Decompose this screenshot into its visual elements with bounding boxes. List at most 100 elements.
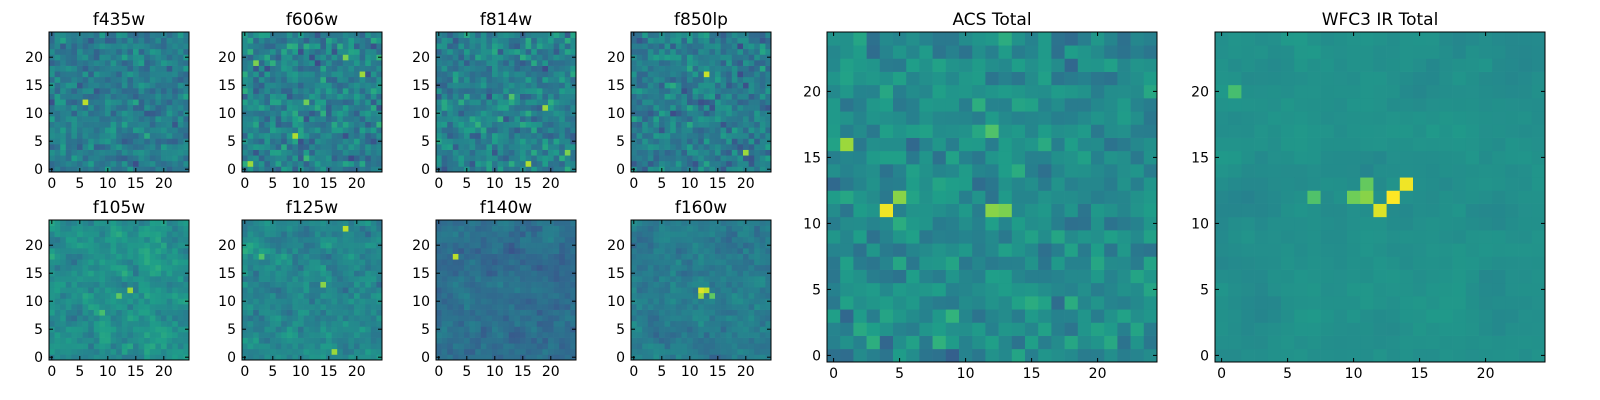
heatmap-cell <box>177 93 184 100</box>
heatmap-cell <box>298 276 304 282</box>
heatmap-cell <box>242 116 248 122</box>
heatmap-cell <box>376 253 383 260</box>
heatmap-cell <box>303 298 310 305</box>
heatmap-cell <box>264 76 271 83</box>
heatmap-cell <box>155 110 162 117</box>
heatmap-cell <box>564 138 571 145</box>
heatmap-cell <box>320 281 327 288</box>
heatmap-cell <box>314 138 321 145</box>
heatmap-cell <box>242 343 248 350</box>
heatmap-cell <box>508 116 515 122</box>
heatmap-cell <box>60 343 67 350</box>
heatmap-cell <box>77 348 83 355</box>
heatmap-cell <box>765 93 772 100</box>
heatmap-cell <box>54 48 61 55</box>
heatmap-cell <box>531 287 538 294</box>
heatmap-cell <box>458 242 465 249</box>
heatmap-cell <box>348 253 355 260</box>
heatmap-cell <box>303 292 310 299</box>
heatmap-cell <box>155 82 162 89</box>
heatmap-cell <box>60 337 67 344</box>
heatmap-cell <box>138 259 145 266</box>
heatmap-cell <box>559 88 566 94</box>
heatmap-cell <box>172 337 179 344</box>
heatmap-cell <box>138 220 145 226</box>
y-tick-label: 0 <box>34 162 43 178</box>
heatmap-cell <box>754 287 761 294</box>
heatmap-cell <box>133 320 139 327</box>
heatmap-cell <box>664 326 671 333</box>
heatmap-cell <box>520 281 526 288</box>
heatmap-cell <box>436 37 442 44</box>
heatmap-cell <box>503 287 510 294</box>
heatmap-cell <box>183 332 190 338</box>
heatmap-cell <box>247 99 254 106</box>
heatmap-cell <box>247 37 254 44</box>
heatmap-cell <box>258 287 265 294</box>
heatmap-cell <box>548 43 554 50</box>
heatmap-cell <box>88 155 95 162</box>
heatmap-cell <box>452 32 459 38</box>
heatmap-cell <box>65 354 72 361</box>
heatmap-cell <box>247 292 254 299</box>
heatmap-cell <box>759 93 766 100</box>
heatmap-cell <box>320 236 327 243</box>
heatmap-cell <box>647 71 654 78</box>
heatmap-cell <box>88 132 95 139</box>
heatmap-cell <box>121 149 128 156</box>
heatmap-cell <box>275 132 282 139</box>
heatmap-cell <box>138 337 145 344</box>
heatmap-cell <box>508 43 515 50</box>
heatmap-cell <box>731 48 738 55</box>
heatmap-cell <box>731 88 738 94</box>
heatmap-cell <box>754 76 761 83</box>
heatmap-cell <box>49 236 55 243</box>
heatmap-cell <box>270 155 276 162</box>
heatmap-cell <box>138 121 145 128</box>
heatmap-cell <box>715 276 721 282</box>
heatmap-cell <box>110 138 117 145</box>
heatmap-cell <box>370 292 377 299</box>
heatmap-cell <box>726 121 733 128</box>
heatmap-cell <box>314 236 321 243</box>
heatmap-cell <box>553 315 560 322</box>
heatmap-cell <box>127 48 134 55</box>
heatmap-cell <box>138 320 145 327</box>
heatmap-cell <box>698 127 705 134</box>
heatmap-cell <box>570 160 577 167</box>
heatmap-cell <box>71 298 78 305</box>
heatmap-cell <box>469 82 476 89</box>
heatmap-cell <box>525 236 532 243</box>
heatmap-cell <box>149 82 156 89</box>
heatmap-cell <box>270 149 276 156</box>
heatmap-cell <box>93 37 100 44</box>
heatmap-cell <box>60 116 67 122</box>
heatmap-cell <box>121 155 128 162</box>
heatmap-cell <box>525 276 532 282</box>
heatmap-cell <box>370 231 377 238</box>
heatmap-cell <box>458 48 465 55</box>
heatmap-cell <box>492 270 498 277</box>
heatmap-cell <box>703 304 710 310</box>
heatmap-cell <box>748 82 755 89</box>
heatmap-cell <box>703 121 710 128</box>
heatmap-cell <box>765 320 772 327</box>
heatmap-cell <box>370 343 377 350</box>
heatmap-cell <box>60 298 67 305</box>
heatmap-cell <box>531 225 538 232</box>
heatmap-cell <box>642 127 649 134</box>
heatmap-cell <box>731 332 738 338</box>
heatmap-cell <box>492 37 498 44</box>
heatmap-cell <box>54 326 61 333</box>
heatmap-cell <box>155 281 162 288</box>
heatmap-cell <box>370 166 377 173</box>
heatmap-cell <box>737 88 744 94</box>
heatmap-cell <box>303 48 310 55</box>
heatmap-cell <box>331 326 338 333</box>
heatmap-cell <box>525 88 532 94</box>
heatmap-cell <box>144 166 151 173</box>
heatmap-cell <box>133 110 139 117</box>
heatmap-cell <box>480 155 487 162</box>
heatmap-cell <box>309 343 316 350</box>
heatmap-cell <box>264 166 271 173</box>
